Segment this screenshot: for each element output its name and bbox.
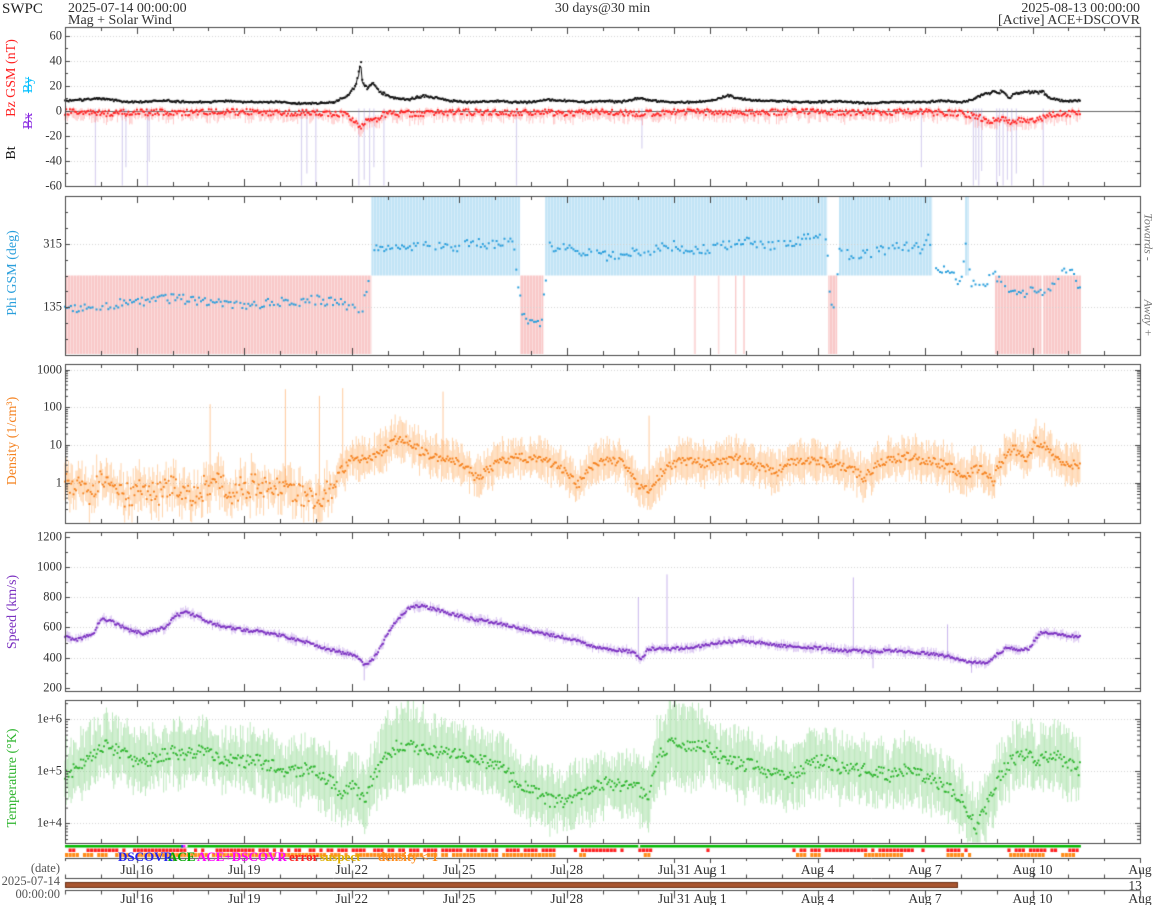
start-datetime: 2025-07-14 00:00:00 [68,1,187,16]
ytick-label: 1 [55,475,62,490]
legend-item-dscovr: DSCOVR [118,849,173,864]
date-label: Jul 25 [442,862,476,877]
ytick-label: 315 [43,236,62,251]
legend-item-ace: ACE [168,849,196,864]
source-status: [Active] ACE+DSCOVR [997,13,1140,28]
date-label: Aug 4 [800,891,835,905]
ytick-label: 100 [43,399,62,414]
swpc-logo-text: SWPC [2,1,43,17]
cadence-label: 30 days@30 min [554,1,651,16]
date-label: Jul 22 [335,891,368,905]
date-label: Jul 19 [227,862,261,877]
legend-item-ace-dscovr: ACE+DSCOVR [197,849,287,864]
away-label: Away + [1141,299,1156,337]
legend-item-error: error [289,849,319,864]
ytick-label: 60 [49,28,63,43]
date-label: Aug 1 [693,862,727,877]
ytick-label: -60 [45,178,62,193]
ytick-label: -40 [45,153,62,168]
ytick-label: 1000 [37,362,62,376]
ytick-label: 20 [49,78,63,93]
date-label: Jul 25 [442,891,476,905]
ytick-label: 1200 [37,529,62,544]
date-caption: (date) [30,861,60,875]
date-label: Jul 28 [550,891,583,905]
start-date: 2025-07-14 [1,874,60,888]
ytick-label: 800 [43,589,62,604]
date-label: Jul 22 [335,862,368,877]
date-label: Jul 16 [120,891,153,905]
ytick-label: 40 [49,53,63,68]
date-label: Aug 13 [1128,891,1152,905]
ytick-label: 10 [49,437,63,452]
ytick-label: 400 [43,650,62,665]
date-label: Aug 1 [693,891,727,905]
ytick-label: 1e+6 [36,711,62,726]
end-datetime: 2025-08-13 00:00:00 [1021,1,1140,16]
towards-label: Towards - [1141,213,1156,261]
speed-axis-title: Speed (km/s) [5,574,20,650]
date-label: Aug 13 [1128,862,1152,893]
date-label: Aug 7 [908,891,942,905]
date-label: Aug 7 [908,862,942,877]
ytick-label: 1e+4 [36,815,62,830]
ytick-label: 1e+5 [36,763,62,778]
ytick-label: 200 [43,680,62,695]
ytick-label: -20 [45,128,62,143]
date-label: Jul 16 [120,862,153,877]
legend-item-suspect: suspect [320,849,361,864]
ytick-label: 1000 [37,559,62,574]
date-label: Jul 19 [227,891,261,905]
date-label: Jul 28 [550,862,583,877]
date-label: Aug 10 [1012,862,1053,877]
date-label: Jul 31 [657,862,691,877]
plot-subtitle: Mag + Solar Wind [68,13,172,28]
ytick-label: 0 [55,103,62,118]
ytick-label: 600 [43,619,62,634]
start-time: 00:00:00 [15,887,60,901]
date-label: Aug 4 [800,862,835,877]
date-label: Aug 10 [1012,891,1053,905]
date-label: Jul 31 [657,891,691,905]
legend-item-density-1: density < 1 [378,849,439,864]
ytick-label: 135 [43,299,62,314]
